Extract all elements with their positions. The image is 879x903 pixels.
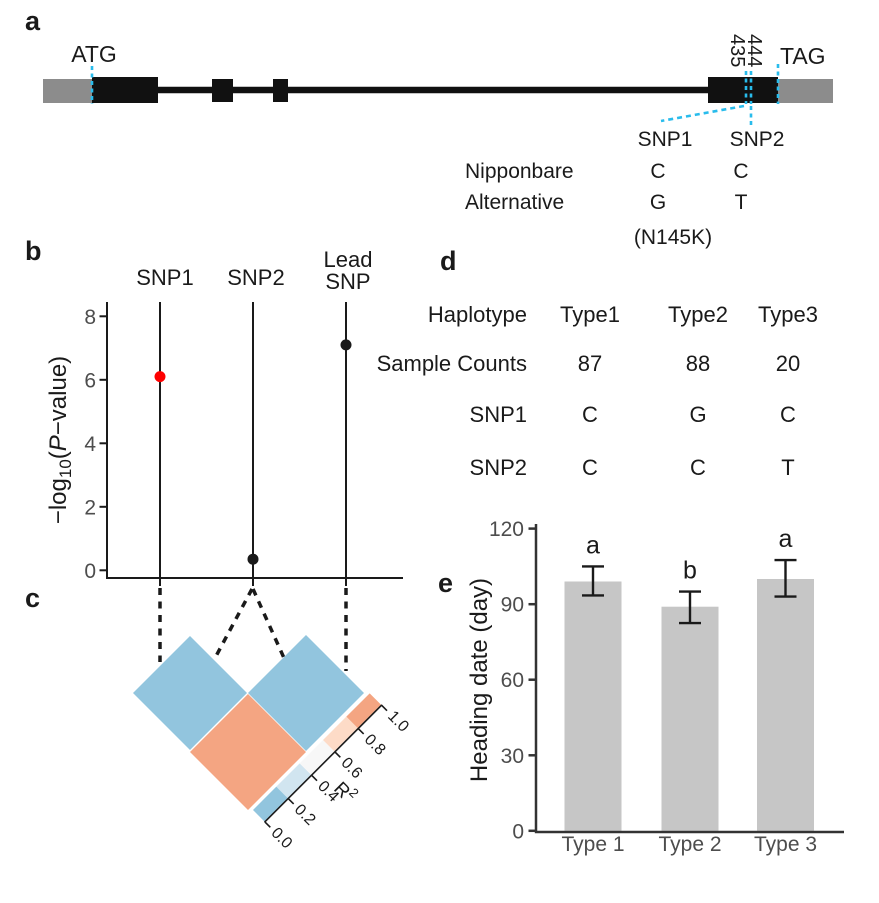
e-xlabel-type1: Type 1 (561, 833, 624, 856)
ld-cell-snp1-snp2 (133, 636, 247, 750)
snp2-position-label: 444 (743, 34, 765, 67)
heading-bar (757, 579, 814, 831)
e-ytick-60: 60 (501, 669, 524, 692)
snp2-label: SNP2 (730, 128, 785, 151)
d-snp2-type3: T (781, 455, 794, 480)
d-snp1-type1: C (582, 402, 598, 427)
c-connector-lines (158, 588, 348, 671)
nipponbare-row-label: Nipponbare (465, 160, 574, 183)
b-ytick-2: 2 (84, 496, 96, 519)
e-y-axis-title: Heading date (day) (466, 578, 493, 782)
sig-letter: b (683, 557, 697, 585)
legend-axis-line (263, 704, 383, 823)
b-ytick-0: 0 (84, 560, 96, 583)
col-label-snp1: SNP1 (136, 265, 193, 290)
d-row-header-snp2: SNP2 (470, 455, 527, 480)
d-col-type3: Type3 (758, 302, 818, 327)
d-count-type2: 88 (686, 351, 710, 376)
d-col-type2: Type2 (668, 302, 728, 327)
utr3-box (778, 79, 833, 103)
d-row-header-haplotype: Haplotype (428, 302, 527, 327)
col-label-lead-2: SNP (325, 269, 370, 294)
panel-a: a ATG TAG 435 444 SNP1 SNP2 Nipponbare A… (25, 6, 833, 249)
d-row-header-snp1: SNP1 (470, 402, 527, 427)
connector-snp2-right (251, 588, 286, 659)
panel-d-letter: d (440, 246, 457, 276)
b-guide-lines (159, 302, 347, 586)
legend-swatch-1 (276, 763, 311, 798)
stop-codon-label: TAG (780, 43, 826, 69)
panel-b-letter: b (25, 236, 42, 266)
heading-bar (564, 581, 622, 831)
legend-title-r2: R2 (330, 775, 363, 808)
snp1-label: SNP1 (638, 128, 693, 151)
b-y-ticks (99, 315, 107, 572)
alternative-row-label: Alternative (465, 191, 564, 214)
snp1-nipponbare-allele: C (650, 160, 665, 183)
panel-c-letter: c (25, 583, 40, 613)
col-label-snp2: SNP2 (227, 265, 284, 290)
legend-swatch-2 (299, 739, 335, 775)
panel-b: b SNP1 SNP2 Lead SNP 0 2 4 6 8 −log10(P−… (25, 236, 403, 586)
d-col-type1: Type1 (560, 302, 620, 327)
legend-swatch-0 (253, 786, 288, 822)
b-y-axis-title: −log10(P−value) (45, 356, 75, 524)
snp1-position-label: 435 (726, 34, 748, 67)
snp1-effect-label: (N145K) (634, 226, 712, 249)
exon-box-2 (212, 79, 233, 102)
e-y-ticks (528, 527, 536, 833)
e-ytick-30: 30 (501, 745, 524, 768)
snp2-alternative-allele: T (735, 191, 748, 214)
d-snp2-type1: C (582, 455, 598, 480)
snp1-alternative-allele: G (650, 191, 666, 214)
connector-snp2-left (213, 588, 254, 659)
utr5-box (43, 79, 92, 103)
exon-box-3 (273, 79, 288, 102)
e-ytick-0: 0 (512, 820, 524, 843)
d-row-header-counts: Sample Counts (377, 351, 527, 376)
legend-swatch-3 (323, 716, 358, 752)
pvalue-point (340, 339, 352, 351)
ld-cell-snp2-lead (248, 635, 364, 751)
pvalue-point (247, 553, 259, 565)
heading-bar (661, 606, 719, 831)
snp2-nipponbare-allele: C (733, 160, 748, 183)
b-ytick-4: 4 (84, 433, 96, 456)
e-error-bars (582, 558, 797, 625)
panel-c: c 0.0 (25, 583, 412, 852)
panel-e-letter: e (438, 568, 453, 598)
col-label-lead-1: Lead (324, 247, 373, 272)
d-count-type3: 20 (776, 351, 800, 376)
panel-e: e Heading date (day) a b a (438, 518, 844, 856)
b-ytick-8: 8 (84, 306, 96, 329)
e-ytick-90: 90 (501, 594, 524, 617)
legend-tick-label-4: 0.8 (361, 731, 389, 759)
exon-box-1 (92, 77, 158, 103)
exon-box-4 (708, 77, 778, 103)
e-ytick-120: 120 (489, 518, 524, 541)
sig-letter: a (779, 525, 793, 553)
e-xlabel-type3: Type 3 (754, 833, 817, 856)
legend-ticks (264, 704, 388, 828)
pvalue-point (154, 371, 166, 383)
b-ytick-6: 6 (84, 369, 96, 392)
legend-tick-label-0: 0.0 (267, 824, 295, 852)
panel-a-letter: a (25, 6, 41, 36)
d-count-type1: 87 (578, 351, 602, 376)
ld-cell-snp1-lead (190, 694, 306, 810)
legend-swatch-4 (346, 693, 381, 728)
e-xlabel-type2: Type 2 (658, 833, 721, 856)
d-snp1-type2: G (689, 402, 706, 427)
d-snp1-type3: C (780, 402, 796, 427)
start-codon-label: ATG (71, 41, 117, 67)
sig-letter: a (586, 531, 600, 559)
panel-d: d Haplotype Type1 Type2 Type3 Sample Cou… (377, 246, 818, 480)
d-snp2-type2: C (690, 455, 706, 480)
legend-tick-label-1: 0.2 (291, 801, 319, 829)
legend-tick-label-3: 0.6 (337, 754, 365, 782)
snp1-callout-line (660, 104, 745, 123)
legend-tick-label-5: 1.0 (384, 708, 412, 736)
